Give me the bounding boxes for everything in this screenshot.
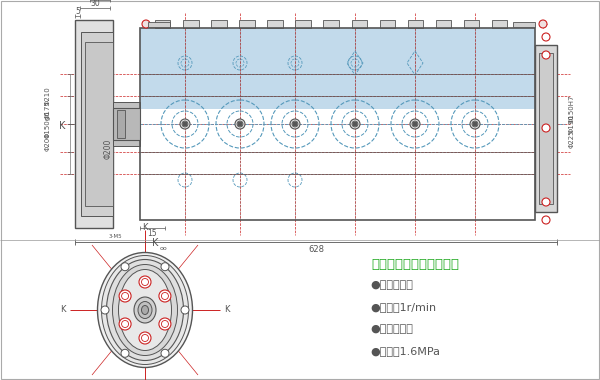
Circle shape (139, 332, 151, 344)
Circle shape (159, 290, 171, 302)
Circle shape (139, 276, 151, 288)
Ellipse shape (472, 121, 478, 127)
Ellipse shape (107, 260, 184, 361)
Text: Φ150H7: Φ150H7 (569, 95, 575, 123)
Ellipse shape (237, 121, 243, 127)
Text: Φ210: Φ210 (45, 87, 51, 105)
Bar (183, 20, 199, 28)
Ellipse shape (290, 119, 300, 129)
Ellipse shape (113, 264, 178, 356)
Bar (513, 22, 535, 27)
Circle shape (413, 122, 417, 126)
Text: ●转速：1r/min: ●转速：1r/min (370, 302, 436, 312)
Text: 3-M5: 3-M5 (108, 233, 122, 239)
Circle shape (542, 198, 550, 206)
Circle shape (121, 349, 129, 357)
Ellipse shape (119, 269, 172, 350)
Circle shape (159, 318, 171, 330)
Bar (380, 20, 395, 28)
Bar (81, 32, 113, 216)
Circle shape (542, 216, 550, 224)
Text: Φ150g6: Φ150g6 (45, 110, 51, 138)
Ellipse shape (134, 297, 156, 323)
Ellipse shape (182, 121, 188, 127)
Text: Φ200: Φ200 (45, 133, 51, 151)
Bar (407, 20, 423, 28)
Text: K: K (152, 238, 158, 248)
Circle shape (119, 290, 131, 302)
Circle shape (161, 349, 169, 357)
Bar (492, 20, 508, 28)
Bar (155, 20, 170, 28)
Bar (268, 20, 283, 28)
Bar (323, 20, 339, 28)
Ellipse shape (97, 252, 193, 367)
Text: K: K (59, 121, 65, 131)
Bar (117, 110, 125, 138)
Ellipse shape (470, 119, 480, 129)
Bar (85, 42, 113, 206)
Bar (113, 140, 140, 146)
Bar (464, 20, 479, 28)
Bar (239, 20, 254, 28)
Bar (436, 20, 451, 28)
Ellipse shape (101, 255, 188, 364)
Circle shape (142, 20, 150, 28)
Text: Φ200: Φ200 (104, 139, 113, 159)
Ellipse shape (235, 119, 245, 129)
Circle shape (101, 306, 109, 314)
Text: K: K (60, 306, 66, 315)
Text: 15: 15 (147, 228, 157, 238)
Circle shape (539, 20, 547, 28)
Bar (113, 102, 140, 108)
Circle shape (183, 122, 187, 126)
Bar (539, 53, 553, 204)
Text: 628: 628 (308, 244, 324, 253)
Ellipse shape (410, 119, 420, 129)
Bar (295, 20, 311, 28)
Ellipse shape (138, 301, 152, 318)
Ellipse shape (412, 121, 418, 127)
Bar (211, 20, 227, 28)
Text: 5: 5 (75, 6, 80, 16)
Bar (140, 28, 535, 220)
Circle shape (293, 122, 297, 126)
Text: Φ175: Φ175 (45, 101, 51, 119)
Circle shape (161, 263, 169, 271)
Ellipse shape (180, 119, 190, 129)
Text: 30: 30 (90, 0, 100, 8)
Circle shape (238, 122, 242, 126)
Bar (75, 20, 113, 228)
Text: Φ190: Φ190 (569, 114, 575, 133)
Ellipse shape (352, 121, 358, 127)
Bar (352, 20, 367, 28)
Ellipse shape (142, 306, 149, 315)
Ellipse shape (292, 121, 298, 127)
Text: ●温度：常温: ●温度：常温 (370, 324, 413, 334)
Text: oo: oo (160, 245, 168, 250)
Circle shape (121, 263, 129, 271)
Bar (535, 45, 557, 212)
Circle shape (542, 124, 550, 132)
Text: K: K (142, 223, 148, 233)
Circle shape (181, 306, 189, 314)
Bar (113, 108, 140, 140)
Circle shape (473, 122, 477, 126)
Circle shape (353, 122, 357, 126)
Circle shape (542, 33, 550, 41)
Bar (140, 28, 535, 109)
Text: ●压力：1.6MPa: ●压力：1.6MPa (370, 346, 440, 356)
Text: ●介质：气体: ●介质：气体 (370, 280, 413, 290)
Ellipse shape (350, 119, 360, 129)
Bar (148, 22, 170, 27)
Circle shape (119, 318, 131, 330)
Text: K: K (224, 306, 230, 315)
Text: Φ225: Φ225 (569, 130, 575, 148)
Text: 六通路旋转接头使用条件: 六通路旋转接头使用条件 (371, 258, 459, 271)
Circle shape (542, 51, 550, 59)
